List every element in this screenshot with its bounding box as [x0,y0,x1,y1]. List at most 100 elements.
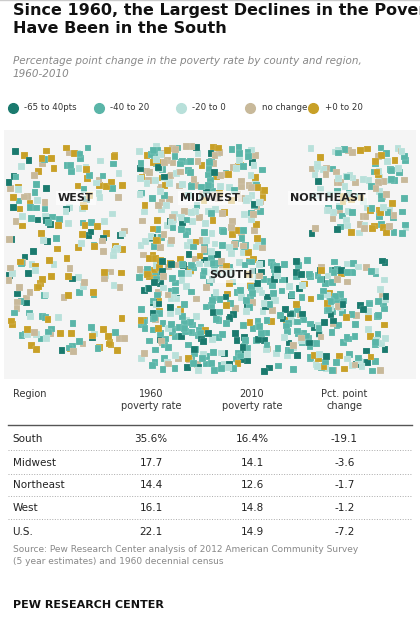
Bar [344,356,351,362]
Bar [66,265,73,272]
Bar [383,292,389,299]
Bar [208,210,215,217]
Bar [154,291,161,298]
Bar [49,214,56,221]
Bar [159,339,165,346]
Bar [244,301,250,308]
Bar [348,196,355,202]
Bar [85,144,92,151]
Bar [228,146,235,153]
Bar [91,331,98,338]
Bar [315,325,322,332]
Bar [29,261,35,268]
Bar [42,213,49,220]
Bar [86,232,92,239]
Bar [150,316,156,322]
Bar [373,185,379,192]
Bar [28,215,35,222]
Bar [375,312,382,319]
Bar [322,359,329,366]
Bar [248,151,255,158]
Bar [110,153,117,160]
Bar [119,231,126,238]
Bar [359,363,365,369]
Bar [106,341,113,348]
Bar [80,283,87,290]
Bar [352,321,359,328]
Bar [187,319,194,326]
Bar [290,310,297,317]
Bar [67,162,74,169]
Bar [198,184,205,191]
Bar [349,149,356,156]
Text: 1960
poverty rate: 1960 poverty rate [121,389,181,411]
Bar [10,173,17,180]
Bar [360,176,367,182]
Bar [216,309,223,316]
Bar [255,242,261,249]
Bar [34,217,41,223]
Bar [223,171,230,178]
Bar [295,331,302,338]
Bar [144,181,150,188]
Bar [159,175,166,181]
Bar [146,273,152,279]
Bar [101,218,108,225]
Bar [9,321,16,328]
Bar [155,289,162,296]
Bar [209,298,216,304]
Bar [192,350,198,356]
Bar [179,313,186,320]
Bar [118,269,125,276]
Text: -40 to 20: -40 to 20 [110,103,150,112]
Bar [331,269,337,276]
Bar [152,314,158,321]
Bar [251,202,258,209]
Bar [21,152,28,159]
Bar [97,194,103,201]
Bar [194,202,200,209]
Bar [151,154,158,161]
Bar [21,194,28,201]
Bar [333,322,340,329]
Bar [137,175,144,182]
Bar [9,236,16,243]
Bar [153,301,160,308]
Bar [332,293,339,300]
Bar [18,260,25,267]
Bar [15,186,22,193]
Bar [87,192,93,199]
Bar [97,158,104,164]
Bar [317,267,324,274]
Bar [119,246,126,252]
Bar [43,185,50,192]
Bar [399,209,406,216]
Bar [350,261,357,267]
Bar [211,169,218,176]
Bar [387,166,394,172]
Text: -1.2: -1.2 [334,503,354,513]
Bar [273,298,279,304]
Bar [24,193,31,199]
Bar [376,174,383,181]
Bar [187,158,194,165]
Bar [259,166,266,173]
Bar [329,329,336,336]
Bar [329,367,336,374]
Bar [148,151,155,158]
Bar [192,239,199,246]
Bar [382,336,389,342]
Bar [339,309,346,316]
Bar [223,364,230,371]
Bar [286,283,293,290]
Bar [178,159,184,166]
Bar [340,301,346,308]
Bar [178,270,185,277]
Bar [288,314,294,321]
Bar [33,346,40,353]
Bar [16,184,22,191]
Bar [210,217,216,224]
Bar [27,204,34,211]
Bar [298,271,304,278]
Bar [177,169,184,176]
